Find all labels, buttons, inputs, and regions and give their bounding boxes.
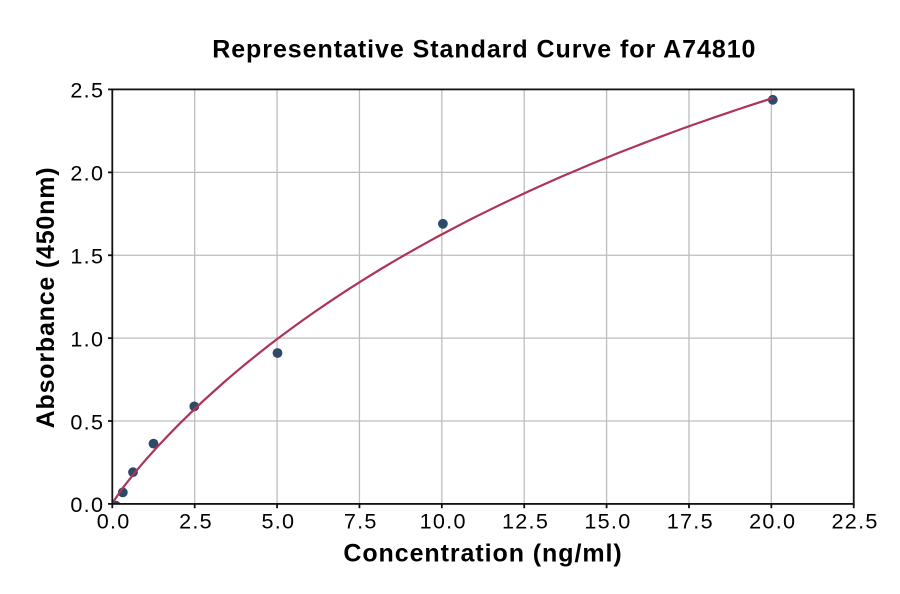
svg-text:1.5: 1.5 <box>70 244 104 269</box>
svg-text:Concentration (ng/ml): Concentration (ng/ml) <box>343 540 622 568</box>
svg-text:2.5: 2.5 <box>70 78 104 103</box>
svg-text:0.5: 0.5 <box>70 409 104 434</box>
svg-text:10.0: 10.0 <box>420 508 467 533</box>
svg-text:15.0: 15.0 <box>584 508 631 533</box>
svg-text:2.5: 2.5 <box>179 508 213 533</box>
svg-text:0.0: 0.0 <box>70 492 104 517</box>
svg-text:17.5: 17.5 <box>667 508 714 533</box>
svg-text:7.5: 7.5 <box>344 508 378 533</box>
svg-text:2.0: 2.0 <box>70 161 104 186</box>
svg-text:Absorbance (450nm): Absorbance (450nm) <box>32 167 60 429</box>
svg-text:22.5: 22.5 <box>831 508 878 533</box>
svg-text:1.0: 1.0 <box>70 326 104 351</box>
svg-text:0.0: 0.0 <box>97 508 131 533</box>
svg-text:20.0: 20.0 <box>749 508 796 533</box>
svg-text:Representative Standard Curve: Representative Standard Curve for A74810 <box>212 36 756 64</box>
svg-text:5.0: 5.0 <box>261 508 295 533</box>
svg-text:12.5: 12.5 <box>502 508 549 533</box>
